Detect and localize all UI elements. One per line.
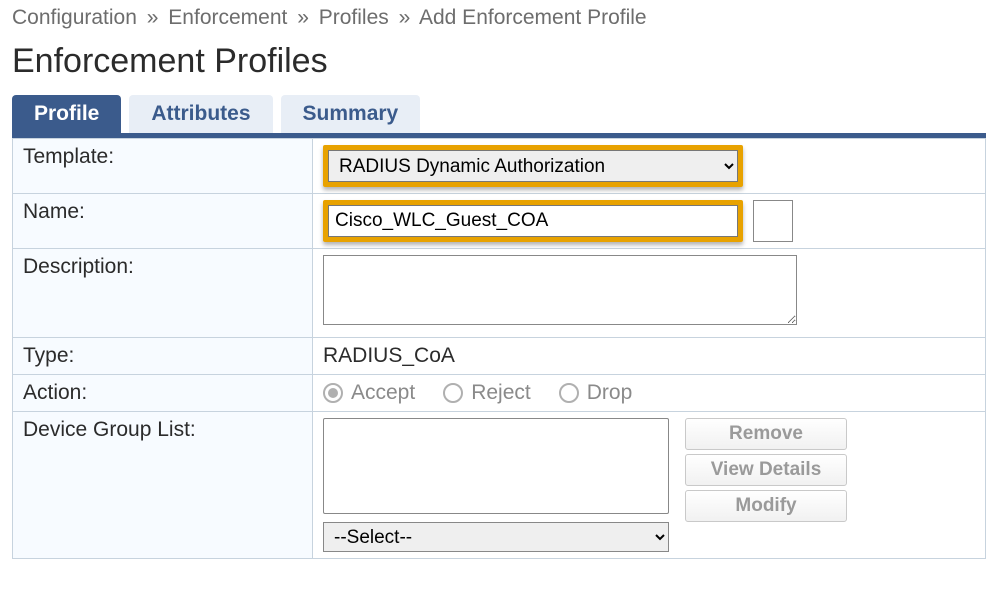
tab-summary[interactable]: Summary bbox=[281, 95, 421, 133]
template-highlight: RADIUS Dynamic Authorization bbox=[323, 145, 743, 187]
template-label: Template: bbox=[13, 139, 313, 194]
description-label: Description: bbox=[13, 249, 313, 338]
name-extra-box[interactable] bbox=[753, 200, 793, 242]
action-label: Action: bbox=[13, 375, 313, 412]
action-reject: Reject bbox=[443, 381, 531, 405]
view-details-button[interactable]: View Details bbox=[685, 454, 847, 486]
page-title: Enforcement Profiles bbox=[12, 42, 986, 81]
name-label: Name: bbox=[13, 194, 313, 249]
action-radio-group: Accept Reject Drop bbox=[323, 381, 975, 405]
device-group-list-label: Device Group List: bbox=[13, 412, 313, 559]
radio-icon bbox=[443, 383, 463, 403]
remove-button[interactable]: Remove bbox=[685, 418, 847, 450]
action-accept: Accept bbox=[323, 381, 415, 405]
type-label: Type: bbox=[13, 338, 313, 375]
action-reject-label: Reject bbox=[471, 381, 531, 405]
breadcrumb-item: Add Enforcement Profile bbox=[419, 6, 647, 29]
radio-icon bbox=[323, 383, 343, 403]
breadcrumb-separator: » bbox=[395, 6, 415, 29]
action-drop-label: Drop bbox=[587, 381, 633, 405]
device-group-listbox[interactable] bbox=[323, 418, 669, 514]
modify-button[interactable]: Modify bbox=[685, 490, 847, 522]
tab-profile[interactable]: Profile bbox=[12, 95, 121, 133]
name-input[interactable] bbox=[328, 205, 738, 237]
device-group-select[interactable]: --Select-- bbox=[323, 522, 669, 552]
breadcrumb-item[interactable]: Profiles bbox=[319, 6, 389, 29]
type-value: RADIUS_CoA bbox=[323, 344, 455, 367]
action-drop: Drop bbox=[559, 381, 633, 405]
breadcrumb-separator: » bbox=[143, 6, 163, 29]
radio-icon bbox=[559, 383, 579, 403]
profile-form: Template: RADIUS Dynamic Authorization N… bbox=[12, 138, 986, 559]
template-select[interactable]: RADIUS Dynamic Authorization bbox=[328, 150, 738, 182]
breadcrumb-separator: » bbox=[293, 6, 313, 29]
breadcrumb: Configuration » Enforcement » Profiles »… bbox=[12, 0, 986, 34]
name-highlight bbox=[323, 200, 743, 242]
breadcrumb-item[interactable]: Enforcement bbox=[168, 6, 287, 29]
description-textarea[interactable] bbox=[323, 255, 797, 325]
tab-bar: Profile Attributes Summary bbox=[12, 95, 986, 138]
breadcrumb-item[interactable]: Configuration bbox=[12, 6, 137, 29]
action-accept-label: Accept bbox=[351, 381, 415, 405]
tab-attributes[interactable]: Attributes bbox=[129, 95, 272, 133]
